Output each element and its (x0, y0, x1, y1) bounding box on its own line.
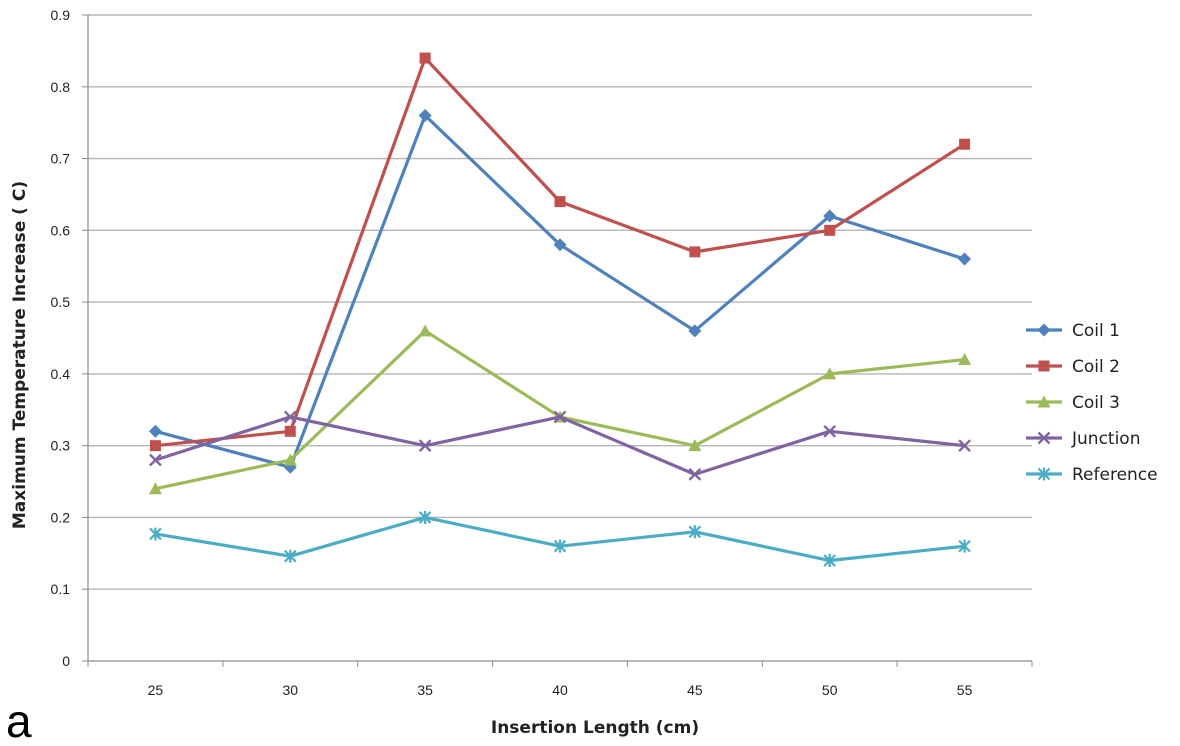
data-point (823, 367, 837, 380)
series-group (148, 52, 972, 568)
data-point (824, 224, 836, 236)
y-tick-label: 0.7 (51, 151, 71, 167)
data-point (959, 138, 971, 150)
legend-item: Coil 2 (1026, 357, 1120, 377)
data-point (148, 482, 162, 495)
data-point (554, 196, 566, 208)
data-point (283, 453, 297, 466)
series-coil-1 (148, 108, 972, 474)
x-tick-label: 30 (282, 682, 298, 698)
data-point (284, 425, 296, 437)
legend-label: Coil 2 (1072, 357, 1120, 377)
series-reference (149, 510, 971, 568)
series-line (155, 56, 966, 448)
y-tick-label: 0.2 (51, 509, 71, 525)
y-tick-label: 0.1 (51, 581, 71, 597)
x-tick-label: 25 (148, 682, 164, 698)
data-point (283, 410, 297, 424)
x-tick-label: 40 (552, 682, 568, 698)
data-point (823, 424, 837, 438)
data-point (418, 439, 432, 453)
data-point (418, 324, 432, 337)
legend: Coil 1 Coil 2 Coil 3 Junction Reference (1026, 321, 1158, 485)
y-tick-label: 0.5 (51, 294, 71, 310)
x-axis-title: Insertion Length (cm) (491, 718, 699, 738)
data-point (688, 525, 702, 539)
data-point (553, 539, 567, 553)
data-point (958, 539, 971, 553)
y-tick-label: 0.4 (51, 366, 71, 382)
data-point (149, 453, 162, 467)
x-tick-labels: 25 30 35 40 45 50 55 (148, 682, 973, 698)
panel-label: a (6, 695, 32, 746)
series-line (155, 515, 965, 563)
data-point (688, 324, 702, 338)
legend-label: Coil 3 (1072, 393, 1120, 413)
data-point (958, 252, 972, 266)
x-tick-label: 35 (417, 682, 433, 698)
x-tick-label: 45 (687, 682, 703, 698)
legend-marker (1037, 323, 1051, 337)
data-point (823, 209, 837, 223)
legend-marker (1037, 395, 1051, 408)
y-tick-label: 0.6 (51, 222, 71, 238)
legend-item: Coil 3 (1026, 393, 1120, 413)
y-axis-title: Maximum Temperature Increase ( C) (10, 181, 30, 529)
legend-label: Junction (1071, 429, 1140, 449)
series-coil-2 (149, 52, 971, 452)
data-point (419, 52, 431, 64)
legend-marker (1037, 467, 1051, 481)
legend-marker (1037, 431, 1051, 445)
x-tick-label: 50 (822, 682, 838, 698)
data-point (553, 238, 567, 252)
data-point (418, 510, 432, 524)
y-tick-labels: 0 0.1 0.2 0.3 0.4 0.5 0.6 0.7 0.8 0.9 (51, 7, 71, 669)
data-point (958, 439, 971, 453)
series-coil-3 (148, 324, 972, 495)
legend-label: Coil 1 (1072, 321, 1120, 341)
y-tick-label: 0.8 (51, 79, 71, 95)
legend-label: Reference (1072, 465, 1158, 485)
axes (82, 14, 1033, 667)
legend-item: Junction (1026, 429, 1140, 449)
data-point (418, 108, 432, 122)
legend-marker (1038, 360, 1050, 372)
data-point (689, 246, 701, 258)
legend-item: Coil 1 (1026, 321, 1120, 341)
data-point (148, 424, 162, 438)
y-tick-label: 0.3 (51, 438, 71, 454)
data-point (284, 549, 297, 563)
data-point (149, 440, 161, 452)
x-tick-label: 55 (957, 682, 973, 698)
legend-item: Reference (1026, 465, 1158, 485)
y-tick-label: 0 (62, 653, 70, 669)
series-junction (149, 410, 971, 481)
data-point (958, 353, 972, 366)
data-point (553, 410, 567, 424)
data-point (688, 468, 702, 481)
gridlines (88, 14, 1032, 590)
y-tick-label: 0.9 (51, 7, 71, 23)
data-point (149, 527, 162, 541)
data-point (688, 439, 702, 452)
data-point (823, 554, 836, 568)
